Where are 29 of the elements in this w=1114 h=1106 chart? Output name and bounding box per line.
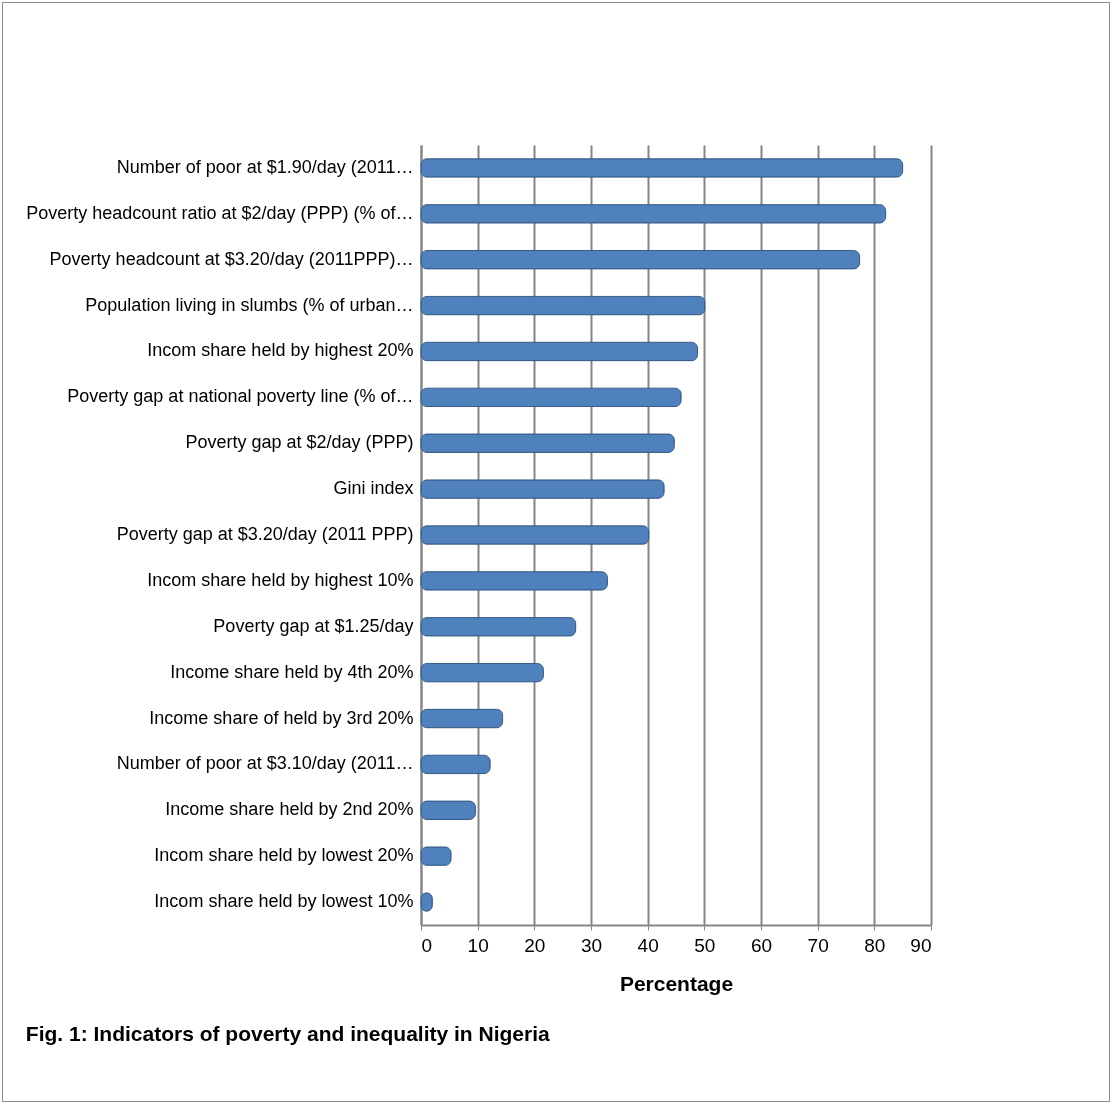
x-tick-label: 80 [864,934,886,956]
x-axis-title: Percentage [619,971,734,995]
y-tick-label: Incom share held by lowest 10% [154,891,414,912]
y-tick-label: Number of poor at $1.90/day (2011… [116,156,414,177]
y-tick-label: Poverty gap at $2/day (PPP) [185,432,414,453]
y-tick-label: Incom share held by lowest 20% [154,845,414,866]
x-tick-label: 40 [637,934,659,956]
y-tick-label: Income share of held by 3rd 20% [149,707,414,728]
y-tick-label: Income share held by 4th 20% [170,661,414,682]
x-tick-label: 70 [807,934,829,956]
caption: Fig. 1: Indicators of poverty and inequality in Nigeria [25,1022,551,1045]
y-tick-label: Poverty gap at national poverty line (% of… [67,386,414,407]
y-tick-label: Incom share held by highest 10% [147,569,414,590]
x-tick-label: 50 [694,934,716,956]
x-tick-label: 90 [910,934,932,956]
y-tick-label: Incom share held by highest 20% [147,340,414,361]
x-tick-label: 30 [580,934,603,956]
x-tick-label: 60 [750,934,773,956]
y-tick-label: Poverty gap at $1.25/day [213,615,414,636]
y-tick-label: Number of poor at $3.10/day (2011… [116,753,414,774]
y-tick-label: Gini index [333,478,414,499]
x-tick-label: 20 [524,934,546,956]
y-tick-label: Income share held by 2nd 20% [165,799,414,820]
x-tick-label: 10 [467,934,489,956]
y-tick-label: Population living in slumbs (% of urban… [85,294,414,315]
y-tick-label: Poverty headcount at $3.20/day (2011PPP)… [49,248,414,269]
y-tick-label: Poverty headcount ratio at $2/day (PPP) (% of… [26,202,414,223]
y-tick-label: Poverty gap at $3.20/day (2011 PPP) [116,524,414,544]
x-tick-label: 0 [421,934,433,956]
